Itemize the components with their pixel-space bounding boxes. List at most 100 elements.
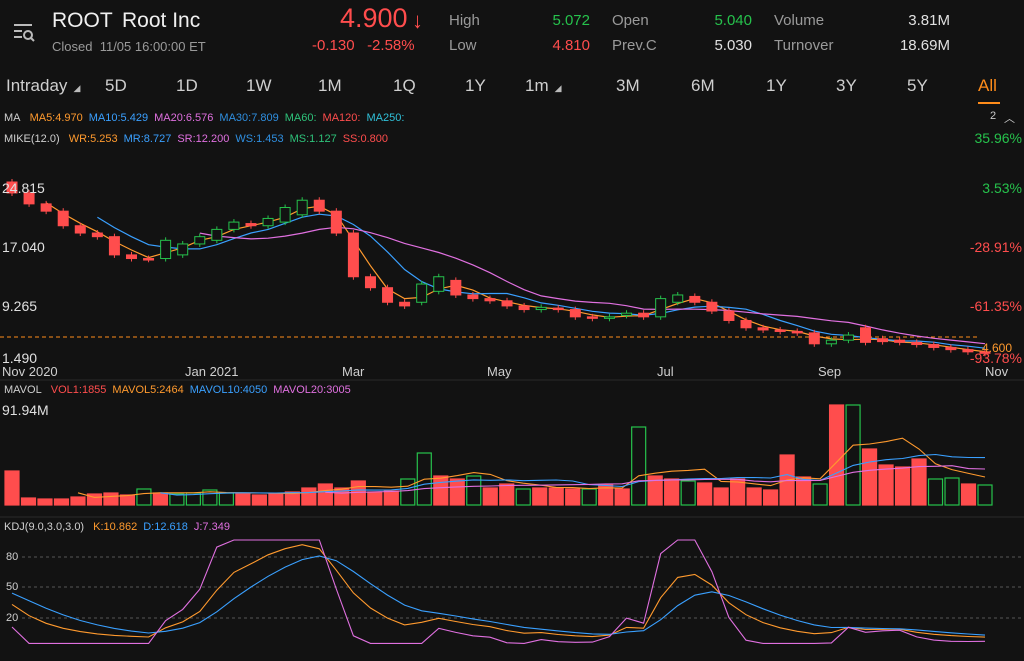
- candle-body: [518, 305, 530, 311]
- volume-bar: [466, 475, 482, 506]
- volume-bar: [103, 492, 119, 506]
- volume-bar: [532, 487, 548, 506]
- tab-1q[interactable]: 1Q: [393, 76, 416, 95]
- candle-body: [638, 312, 650, 318]
- tab-all[interactable]: All: [978, 76, 997, 95]
- candle-body: [569, 309, 581, 318]
- candle-body: [23, 192, 35, 205]
- volume-bar: [152, 492, 169, 506]
- mike-legend: MIKE(12.0) WR:5.253 MR:8.727 SR:12.200 WS:1…: [4, 133, 400, 145]
- kdj-k-line: [11, 544, 986, 638]
- menu-search-icon[interactable]: [12, 20, 36, 44]
- volume-bar: [119, 494, 136, 506]
- tab-label: 1m: [525, 76, 549, 95]
- tab-1y[interactable]: 1Y: [465, 76, 486, 95]
- candle-body: [740, 319, 752, 329]
- high-label: High: [449, 12, 480, 29]
- tab-intraday[interactable]: Intraday ◢: [6, 76, 80, 96]
- volume-bar: [367, 491, 383, 506]
- candle-body: [552, 307, 564, 311]
- pct-axis-2: 3.53%: [940, 180, 1022, 196]
- last-price: 4.900: [340, 3, 408, 33]
- volume-bar: [70, 496, 86, 506]
- volume-bar: [383, 490, 399, 506]
- mike-legend-item: SS:0.800: [342, 133, 388, 145]
- pct-axis-4: -61.35%: [940, 298, 1022, 314]
- volume-bar: [927, 478, 944, 506]
- prevc-label: Prev.C: [612, 37, 657, 54]
- open-value: 5.040: [714, 12, 752, 29]
- pct-axis-2-text: 3.53%: [982, 180, 1022, 196]
- kdj-legend-item: K:10.862: [93, 521, 138, 533]
- volume-bar: [960, 483, 977, 506]
- x-axis-mar: Mar: [342, 364, 365, 379]
- tab-1w[interactable]: 1W: [246, 76, 272, 95]
- candle-body: [262, 217, 274, 227]
- candle-body: [791, 330, 803, 334]
- market-status: Closed 11/05 16:00:00 ET: [52, 39, 206, 54]
- tab-3m[interactable]: 3M: [616, 76, 640, 95]
- volume-bar: [911, 458, 927, 506]
- mavol20-line: [325, 465, 986, 494]
- candle-body: [621, 312, 633, 316]
- collapse-chevron-icon[interactable]: ︿: [1004, 113, 1015, 125]
- volume-bar: [284, 491, 300, 506]
- kdj-legend: KDJ(9.0,3.0,3.0) K:10.862 D:12.618 J:7.349: [4, 521, 242, 533]
- mavol-legend-item: MAVOL5:2464: [112, 384, 184, 396]
- company-name: Root Inc: [122, 9, 201, 32]
- volume-bar: [433, 475, 449, 506]
- volume-label: Volume: [774, 12, 825, 29]
- candle-body: [484, 298, 496, 302]
- price-axis-2: 17.040: [2, 239, 45, 255]
- volume-bar: [861, 448, 878, 506]
- tab-3y[interactable]: 3Y: [836, 76, 857, 95]
- x-axis-nov2020: Nov 2020: [2, 364, 58, 379]
- candle-body: [125, 254, 137, 260]
- turnover-label: Turnover: [774, 37, 834, 54]
- volume-bar: [680, 480, 696, 506]
- candle-body: [91, 232, 103, 238]
- volume-bar: [697, 482, 713, 506]
- tab-1m[interactable]: 1M: [318, 76, 342, 95]
- turnover-value: 18.69M: [899, 37, 950, 54]
- candle-body: [672, 294, 684, 303]
- candle-body: [689, 295, 701, 303]
- tab-1y-range[interactable]: 1Y: [766, 76, 787, 95]
- pct-axis-3: -28.91%: [940, 239, 1022, 255]
- volume-bar: [614, 488, 630, 506]
- mavol10-line: [160, 453, 986, 496]
- candle-body: [450, 279, 462, 296]
- tab-5y[interactable]: 5Y: [907, 76, 928, 95]
- volume-bar: [334, 487, 350, 506]
- kdj-legend-item: J:7.349: [193, 521, 230, 533]
- volume-bar: [251, 494, 267, 506]
- candle-body: [74, 225, 86, 234]
- ma-legend-item: MA60:: [284, 112, 317, 124]
- tab-1d[interactable]: 1D: [176, 76, 198, 95]
- volume-bar: [565, 488, 581, 506]
- last-price-marker: 4.600: [982, 341, 1013, 355]
- mavol-legend: MAVOL VOL1:1855 MAVOL5:2464 MAVOL10:4050 MA…: [4, 384, 363, 396]
- tab-5d[interactable]: 5D: [105, 76, 127, 95]
- tab-1min[interactable]: 1m ◢: [525, 76, 562, 96]
- candle-body: [808, 332, 820, 345]
- candle-body: [586, 316, 598, 319]
- candle-body: [962, 349, 974, 353]
- tab-6m[interactable]: 6M: [691, 76, 715, 95]
- candle-body: [143, 258, 155, 261]
- volume-bar: [746, 487, 762, 506]
- candle-body: [57, 210, 69, 227]
- volume-bar: [828, 404, 845, 506]
- volume-bar: [400, 478, 416, 506]
- candle-body: [860, 327, 872, 343]
- volume-bar: [812, 483, 828, 506]
- candle-body: [279, 207, 291, 223]
- candle-body: [194, 236, 206, 245]
- volume-bar: [53, 498, 70, 506]
- price-axis-3: 9.265: [2, 298, 38, 314]
- pct-axis-3-text: -28.91%: [969, 239, 1022, 255]
- candle-body: [723, 310, 735, 321]
- volume-bar: [713, 487, 729, 506]
- kdj-d-line: [11, 555, 986, 636]
